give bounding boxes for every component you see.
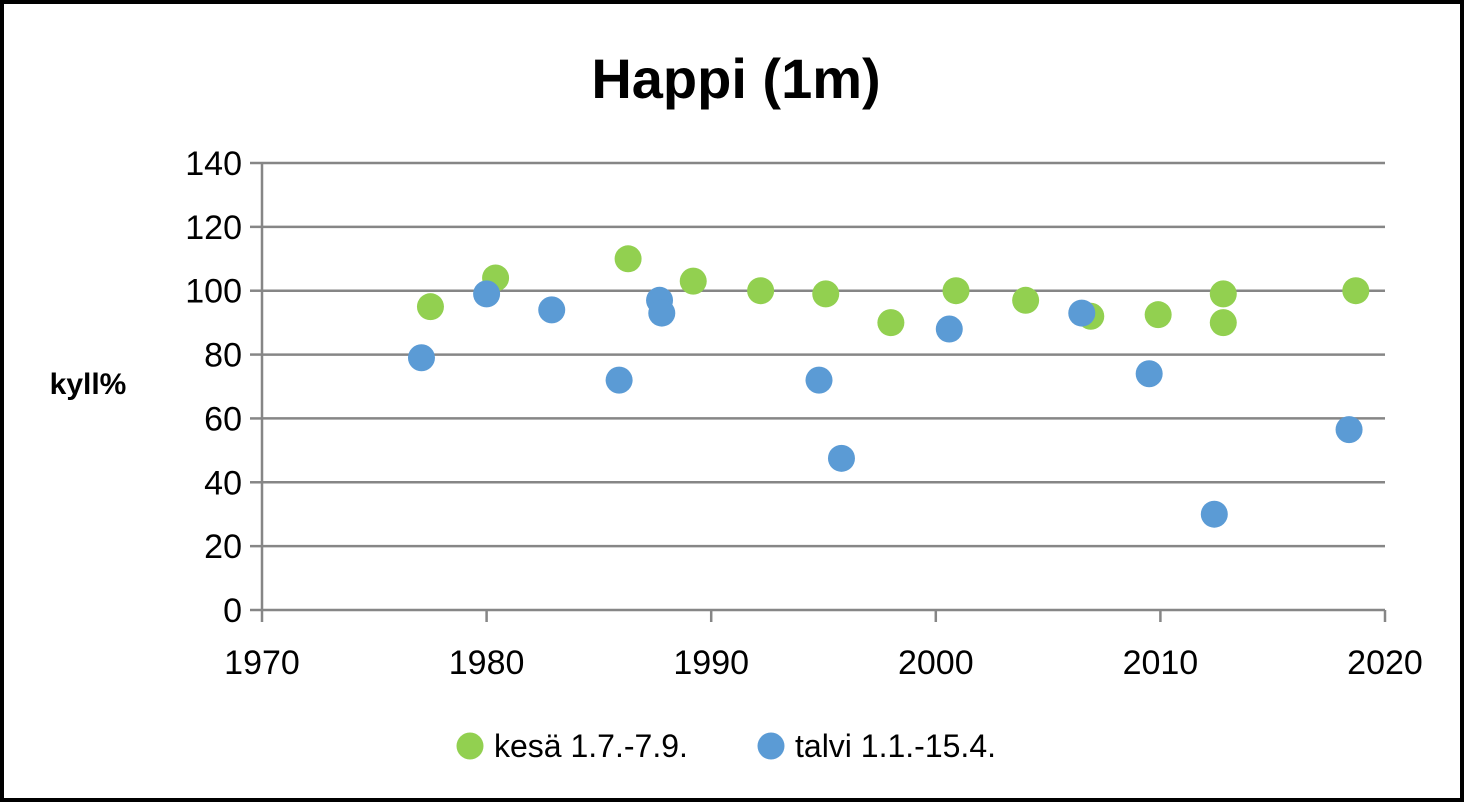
data-point-summer (747, 277, 775, 305)
y-tick-label: 100 (185, 273, 242, 311)
x-tick-label: 2000 (898, 644, 974, 682)
x-tick-label: 1970 (224, 644, 300, 682)
x-tick-label: 1990 (673, 644, 749, 682)
y-tick-label: 120 (185, 209, 242, 247)
legend-marker-summer (456, 732, 484, 760)
y-tick-label: 60 (204, 400, 242, 438)
data-points (407, 245, 1370, 528)
legend-label-winter: talvi 1.1.-15.4. (795, 728, 996, 764)
data-point-winter (1200, 500, 1228, 528)
y-tick-label: 0 (223, 592, 242, 630)
y-tick-label: 20 (204, 528, 242, 566)
y-tick-label: 80 (204, 337, 242, 375)
chart-title: Happi (1m) (591, 47, 880, 110)
legend-label-summer: kesä 1.7.-7.9. (494, 728, 688, 764)
data-point-winter (473, 280, 501, 308)
x-tick-label: 2020 (1347, 644, 1423, 682)
scatter-chart: Happi (1m) kyll% 0 20 40 60 80 100 120 140 1970… (50, 47, 1423, 764)
y-tick-label: 140 (185, 145, 242, 183)
x-tick-label: 1980 (449, 644, 525, 682)
data-point-summer (1144, 301, 1172, 329)
data-point-summer (416, 293, 444, 321)
data-point-winter (1335, 416, 1363, 444)
data-point-summer (679, 267, 707, 295)
data-point-winter (805, 366, 833, 394)
data-point-summer (1342, 277, 1370, 305)
data-point-summer (877, 309, 905, 337)
data-point-winter (538, 296, 566, 324)
data-point-winter (1068, 299, 1096, 327)
y-tick-labels: 0 20 40 60 80 100 120 140 (185, 145, 242, 630)
x-tick-label: 2010 (1123, 644, 1199, 682)
legend: kesä 1.7.-7.9. talvi 1.1.-15.4. (456, 728, 996, 764)
data-point-winter (1135, 360, 1163, 388)
y-tick-label: 40 (204, 464, 242, 502)
data-point-summer (1012, 286, 1040, 314)
data-point-summer (812, 280, 840, 308)
x-tick-labels: 1970 1980 1990 2000 2010 2020 (224, 644, 1423, 682)
data-point-summer (1209, 309, 1237, 337)
y-axis-label: kyll% (50, 368, 127, 401)
data-point-winter (935, 315, 963, 343)
data-point-summer (1209, 280, 1237, 308)
data-point-summer (614, 245, 642, 273)
data-point-winter (407, 344, 435, 372)
data-point-summer (942, 277, 970, 305)
axes (250, 161, 1387, 622)
legend-marker-winter (757, 732, 785, 760)
data-point-winter (648, 299, 676, 327)
data-point-winter (827, 444, 855, 472)
data-point-winter (605, 366, 633, 394)
